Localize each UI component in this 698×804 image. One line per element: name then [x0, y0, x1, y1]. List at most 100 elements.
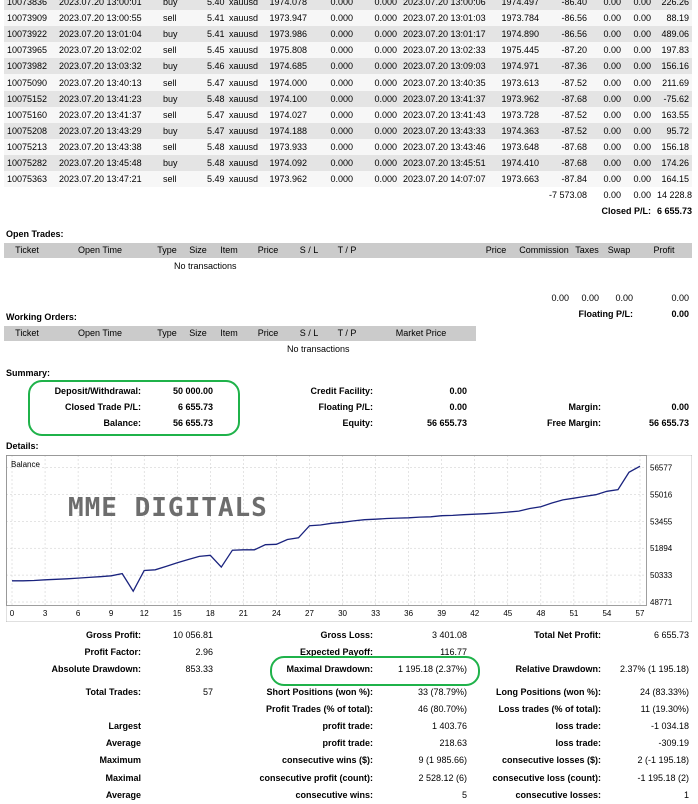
deal-close-price: 1974.971 — [492, 58, 542, 75]
largest-loss-label: loss trade: — [555, 721, 601, 732]
working-orders-empty: No transactions — [287, 344, 350, 354]
deal-swap: 0.00 — [624, 171, 654, 188]
closed-trade-pl-value: 6 655.73 — [177, 402, 213, 412]
closed-pl-row: Closed P/L: 6 655.73 — [4, 203, 692, 219]
deal-swap: 0.00 — [624, 138, 654, 155]
deal-tp: 0.000 — [356, 74, 400, 91]
largest-profit-label: profit trade: — [322, 721, 374, 732]
credit-value: 0.00 — [449, 386, 467, 396]
average-consecutive-label: Average — [105, 789, 141, 800]
deal-taxes: 0.00 — [590, 171, 624, 188]
margin-label: Margin: — [568, 402, 602, 412]
deal-row: 10075152 2023.07.20 13:41:23 buy 5.48 xauusd… — [4, 90, 692, 107]
deal-row: 10073965 2023.07.20 13:02:02 sell 5.45 xauus… — [4, 42, 692, 59]
avg-consecutive-wins-value: 5 — [461, 789, 467, 800]
deal-taxes: 0.00 — [590, 0, 624, 11]
open-taxes: 0.00 — [581, 293, 599, 303]
x-tick-label: 39 — [437, 609, 446, 618]
deal-row: 10075363 2023.07.20 13:47:21 sell 5.49 xauus… — [4, 171, 692, 188]
x-tick-label: 3 — [43, 609, 48, 618]
deal-commission: -87.52 — [542, 122, 590, 139]
x-tick-label: 33 — [371, 609, 380, 618]
deal-tp: 0.000 — [356, 0, 400, 11]
deal-size: 5.48 — [204, 138, 226, 155]
deal-row: 10073982 2023.07.20 13:03:32 buy 5.46 xauusd… — [4, 58, 692, 75]
drawdown-highlight-ring — [270, 656, 480, 686]
deal-close-price: 1973.613 — [492, 74, 542, 91]
short-positions-value: 33 (78.79%) — [417, 686, 467, 697]
total-trades-label: Total Trades: — [85, 686, 141, 697]
average-profit-value: 218.63 — [439, 738, 467, 749]
deal-type: sell — [160, 42, 204, 59]
y-tick-label: 53455 — [650, 517, 673, 526]
stats-row-profit-trades: Profit Trades (% of total): 46 (80.70%) … — [4, 701, 692, 718]
open-commission: 0.00 — [551, 293, 569, 303]
expected-payoff-value: 116.77 — [440, 647, 467, 658]
deal-close-price: 1975.445 — [492, 42, 542, 59]
deal-profit: 156.16 — [654, 58, 692, 75]
equity-value: 56 655.73 — [426, 418, 467, 428]
maximal-drawdown-value: 1 195.18 (2.37%) — [397, 664, 467, 675]
average-loss-value: -309.19 — [658, 738, 689, 749]
column-header: Price — [476, 243, 516, 258]
deal-commission: -87.36 — [542, 58, 590, 75]
deal-item: xauusd — [226, 154, 264, 172]
deal-sl: 0.000 — [310, 42, 356, 59]
maximal-consecutive-loss-value: -1 195.18 (2) — [637, 772, 689, 783]
deal-close-time: 2023.07.20 13:41:37 — [400, 90, 492, 107]
deal-swap: 0.00 — [624, 154, 654, 172]
profit-factor-label: Profit Factor: — [84, 647, 141, 658]
y-tick-label: 55016 — [650, 490, 673, 499]
column-header: Commission — [516, 243, 572, 258]
deal-tp: 0.000 — [356, 171, 400, 188]
deal-price: 1973.947 — [264, 10, 310, 27]
y-tick-label: 56577 — [650, 464, 673, 473]
balance-line — [12, 465, 641, 593]
maximal-consecutive-loss-label: consecutive loss (count): — [492, 772, 601, 783]
deal-close-price: 1974.890 — [492, 26, 542, 43]
net-profit-value: 6 655.73 — [653, 630, 689, 641]
deal-row: 10075160 2023.07.20 13:41:37 sell 5.47 xauus… — [4, 106, 692, 123]
deal-size: 5.46 — [204, 58, 226, 75]
profit-factor-value: 2.96 — [195, 647, 213, 658]
deal-item: xauusd — [226, 122, 264, 139]
deal-item: xauusd — [226, 171, 264, 188]
column-header: Ticket — [4, 326, 50, 341]
deal-row: 10073922 2023.07.20 13:01:04 buy 5.41 xauusd… — [4, 26, 692, 43]
deal-type: sell — [160, 10, 204, 27]
column-header: Open Time — [50, 326, 150, 341]
x-tick-label: 9 — [109, 609, 114, 618]
deal-close-price: 1974.497 — [492, 0, 542, 11]
deal-close-price: 1973.784 — [492, 10, 542, 27]
deal-swap: 0.00 — [624, 106, 654, 123]
deal-commission: -86.40 — [542, 0, 590, 11]
deal-close-time: 2023.07.20 14:07:07 — [400, 171, 492, 188]
stats-row-trades: Total Trades: 57 Short Positions (won %)… — [4, 684, 692, 701]
deal-price: 1973.962 — [264, 171, 310, 188]
deal-taxes: 0.00 — [590, 10, 624, 27]
closed-trade-pl-label: Closed Trade P/L: — [64, 402, 141, 412]
deal-size: 5.40 — [204, 0, 226, 11]
deal-profit: 489.06 — [654, 26, 692, 43]
stats-row-largest: Largest profit trade: 1 403.76 loss trad… — [4, 718, 692, 735]
deal-item: xauusd — [226, 42, 264, 59]
long-positions-label: Long Positions (won %): — [496, 686, 601, 697]
maximal-consecutive-profit-value: 2 528.12 (6) — [418, 772, 467, 783]
deal-open-time: 2023.07.20 13:03:32 — [56, 58, 160, 75]
deal-taxes: 0.00 — [590, 138, 624, 155]
deal-close-time: 2023.07.20 13:40:35 — [400, 74, 492, 91]
deal-ticket: 10075160 — [4, 106, 56, 123]
deal-type: sell — [160, 171, 204, 188]
avg-consecutive-wins-label: consecutive wins: — [295, 789, 373, 800]
deal-close-price: 1974.410 — [492, 154, 542, 172]
deal-item: xauusd — [226, 58, 264, 75]
deal-sl: 0.000 — [310, 58, 356, 75]
column-header: Ticket — [4, 243, 50, 258]
x-tick-label: 30 — [338, 609, 347, 618]
deal-commission: -87.68 — [542, 138, 590, 155]
deal-commission: -87.20 — [542, 42, 590, 59]
deal-close-price: 1973.962 — [492, 90, 542, 107]
x-tick-label: 48 — [536, 609, 545, 618]
